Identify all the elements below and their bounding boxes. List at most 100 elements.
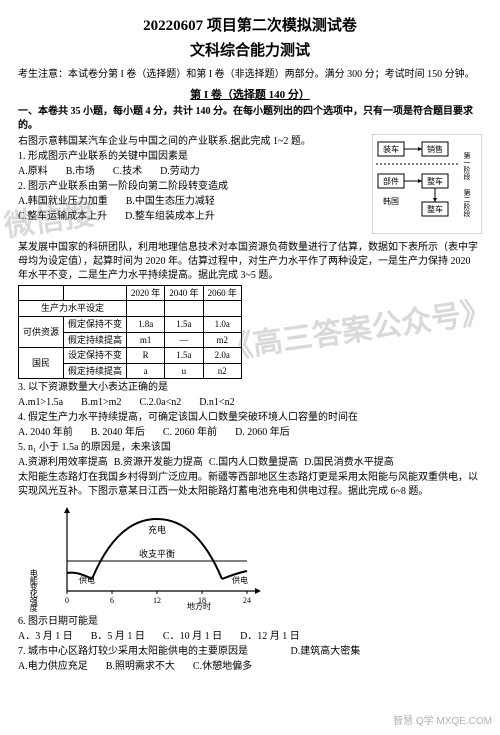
instruction-1: 一、本卷共 35 小题，每小题 4 分，共计 140 分。在每小题列出的四个选项… [18,105,482,133]
q5-options: A.资源利用效率提高 B.资源开发能力提高 C.国内人口数量提高 D.国民消费水… [18,456,482,470]
q3-opt-d: D.n1<n2 [199,396,234,410]
q4-opt-d: D. 2060 年后 [235,426,290,440]
r4c2: a [127,363,165,379]
q6-opt-b: B．5 月 1 日 [91,630,145,644]
q2-opt-c: C.整车运输成本上升 [18,210,107,224]
q3-opt-c: C.2.0a<n2 [139,396,181,410]
r1c1: 假定保持不变 [64,316,127,332]
q8-options-partial: A.电力供应充足 B.照明需求不大 C.休憩地偏多 [18,660,482,674]
q2-opt-b: B.中国生态压力减轻 [126,195,215,209]
q8-opt-b: B.照明需求不大 [106,660,175,674]
solar-chart: 电能变化强度 充电 收支平衡 供电 供电 0 6 12 [28,501,482,611]
svg-text:整车: 整车 [427,176,443,186]
q7: 7. 城市中心区路灯较少采用太阳能供电的主要原因是 D.建筑高大密集 [18,645,482,659]
svg-text:第一阶段: 第一阶段 [463,152,471,182]
r1c3: 1.5a [165,316,203,332]
r4c4: n2 [203,363,241,379]
q4-opt-a: A. 2040 年前 [18,426,73,440]
q5-opt-d: D.国民消费水平提高 [304,456,394,470]
r1c4: 1.0a [203,316,241,332]
q6-opt-a: A．3 月 1 日 [18,630,73,644]
r4c3: u [165,363,203,379]
watermark-right: 《高三答案公众号》 [220,291,493,370]
q3-5-intro: 某发展中国家的科研团队，利用地理信息技术对本国资源负荷数量进行了估算，数据如下表… [18,241,482,283]
q2-opt-d: D.整车组装成本上升 [125,210,215,224]
q6: 6. 图示日期可能是 [18,615,482,629]
q3: 3. 以下资源数量大小表达正确的是 [18,381,482,395]
q1-opt-c: C.技术 [113,165,142,179]
q7-opt-d: D.建筑高大密集 [291,646,361,657]
svg-text:12: 12 [153,596,161,605]
chart-ylabel: 电能变化强度 [28,569,39,611]
r3c1: 设定保持不变 [64,348,127,364]
th-2: 2020 年 [127,285,165,301]
q3-opt-a: A.m1>1.5a [18,396,63,410]
q5-opt-a: A.资源利用效率提高 [18,456,108,470]
r3c4: 2.0a [203,348,241,364]
q6-opt-c: C．10 月 1 日 [163,630,222,644]
q6-opt-d: D．12 月 1 日 [240,630,300,644]
q1-opt-a: A.原料 [18,165,48,179]
r3c2: R [127,348,165,364]
q4-opt-b: B. 2040 年后 [91,426,145,440]
r1c2: 1.8a [127,316,165,332]
q4-opt-c: C. 2060 年前 [163,426,217,440]
q1-opt-b: B.市场 [66,165,95,179]
q8-opt-c: C.休憩地偏多 [193,660,252,674]
svg-text:地方时: 地方时 [187,601,211,611]
flow-diagram: 装车 销售 第一阶段 部件 整车 整车 第二阶段 韩国 [372,134,482,239]
q5: 5. n₁ 小于 1.5a 的原因是，未来该国 [18,441,482,455]
q1-opt-d: D.劳动力 [160,165,200,179]
corner-brand: 智慧 Q学 MXQE.COM [393,715,492,729]
q1-options: A.原料 B.市场 C.技术 D.劳动力 [18,165,366,179]
q2-opt-a: A.韩国就业压力加重 [18,195,108,209]
q3-options: A.m1>1.5a B.m1>m2 C.2.0a<n2 D.n1<n2 [18,396,482,410]
exam-subtitle: 文科综合能力测试 [18,41,482,62]
th-1 [64,285,127,301]
q8-opt-a: A.电力供应充足 [18,660,88,674]
q6-options: A．3 月 1 日 B．5 月 1 日 C．10 月 1 日 D．12 月 1 … [18,630,482,644]
q6-8-intro: 太阳能生态路灯在我国乡村得到广泛应用。新疆等西部地区生态路灯更是采用太阳能与风能… [18,471,482,499]
th-0 [19,285,64,301]
q2: 2. 图示产业联系由第一阶段向第二阶段转变造成 [18,180,366,194]
svg-text:供电: 供电 [79,575,95,585]
r3c3: 1.5a [165,348,203,364]
resource-table: 2020 年 2040 年 2060 年 生产力水平设定 可供资源 假定保持不变… [18,285,242,380]
svg-text:销售: 销售 [427,144,443,154]
q4: 4. 假定生产力水平持续提高，可确定该国人口数量突破环境人口容量的时间在 [18,411,482,425]
svg-text:部件: 部件 [383,176,399,186]
exam-note: 考生注意：本试卷分第 I 卷（选择题）和第 I 卷（非选择题）两部分。满分 30… [18,68,482,82]
th-4: 2060 年 [203,285,241,301]
q1-2-intro: 右图示意韩国某汽车企业与中国之间的产业联系.据此完成 1~2 题。 [18,135,366,149]
r2c1: 假定持续提高 [64,332,127,348]
svg-text:0: 0 [65,596,69,605]
svg-text:6: 6 [110,596,114,605]
svg-text:充电: 充电 [148,524,166,535]
svg-text:韩国: 韩国 [383,196,399,206]
r0c0: 生产力水平设定 [19,301,127,317]
svg-text:供电: 供电 [232,575,248,585]
q4-options: A. 2040 年前 B. 2040 年后 C. 2060 年前 D. 2060… [18,426,482,440]
r1c0: 可供资源 [19,316,64,347]
r3c0: 国民 [19,348,64,379]
svg-text:24: 24 [243,596,251,605]
svg-text:装车: 装车 [383,144,399,154]
svg-text:整车: 整车 [427,204,443,214]
q2-options-row1: A.韩国就业压力加重 B.中国生态压力减轻 [18,195,366,209]
r0c3 [165,301,203,317]
q2-options-row2: C.整车运输成本上升 D.整车组装成本上升 [18,210,366,224]
r2c3: — [165,332,203,348]
th-3: 2040 年 [165,285,203,301]
r0c2 [127,301,165,317]
q5-opt-b: B.资源开发能力提高 [114,456,203,470]
q5-opt-c: C.国内人口数量提高 [209,456,298,470]
q3-opt-b: B.m1>m2 [81,396,121,410]
r2c4: m2 [203,332,241,348]
r4c1: 假定持续提高 [64,363,127,379]
exam-title: 20220607 项目第二次模拟测试卷 [18,16,482,37]
section-1-head: 第 I 卷（选择题 140 分） [18,88,482,103]
r0c4 [203,301,241,317]
q1: 1. 形成图示产业联系的关键中国因素是 [18,150,366,164]
svg-text:第二阶段: 第二阶段 [463,189,471,219]
svg-text:收支平衡: 收支平衡 [139,548,175,559]
